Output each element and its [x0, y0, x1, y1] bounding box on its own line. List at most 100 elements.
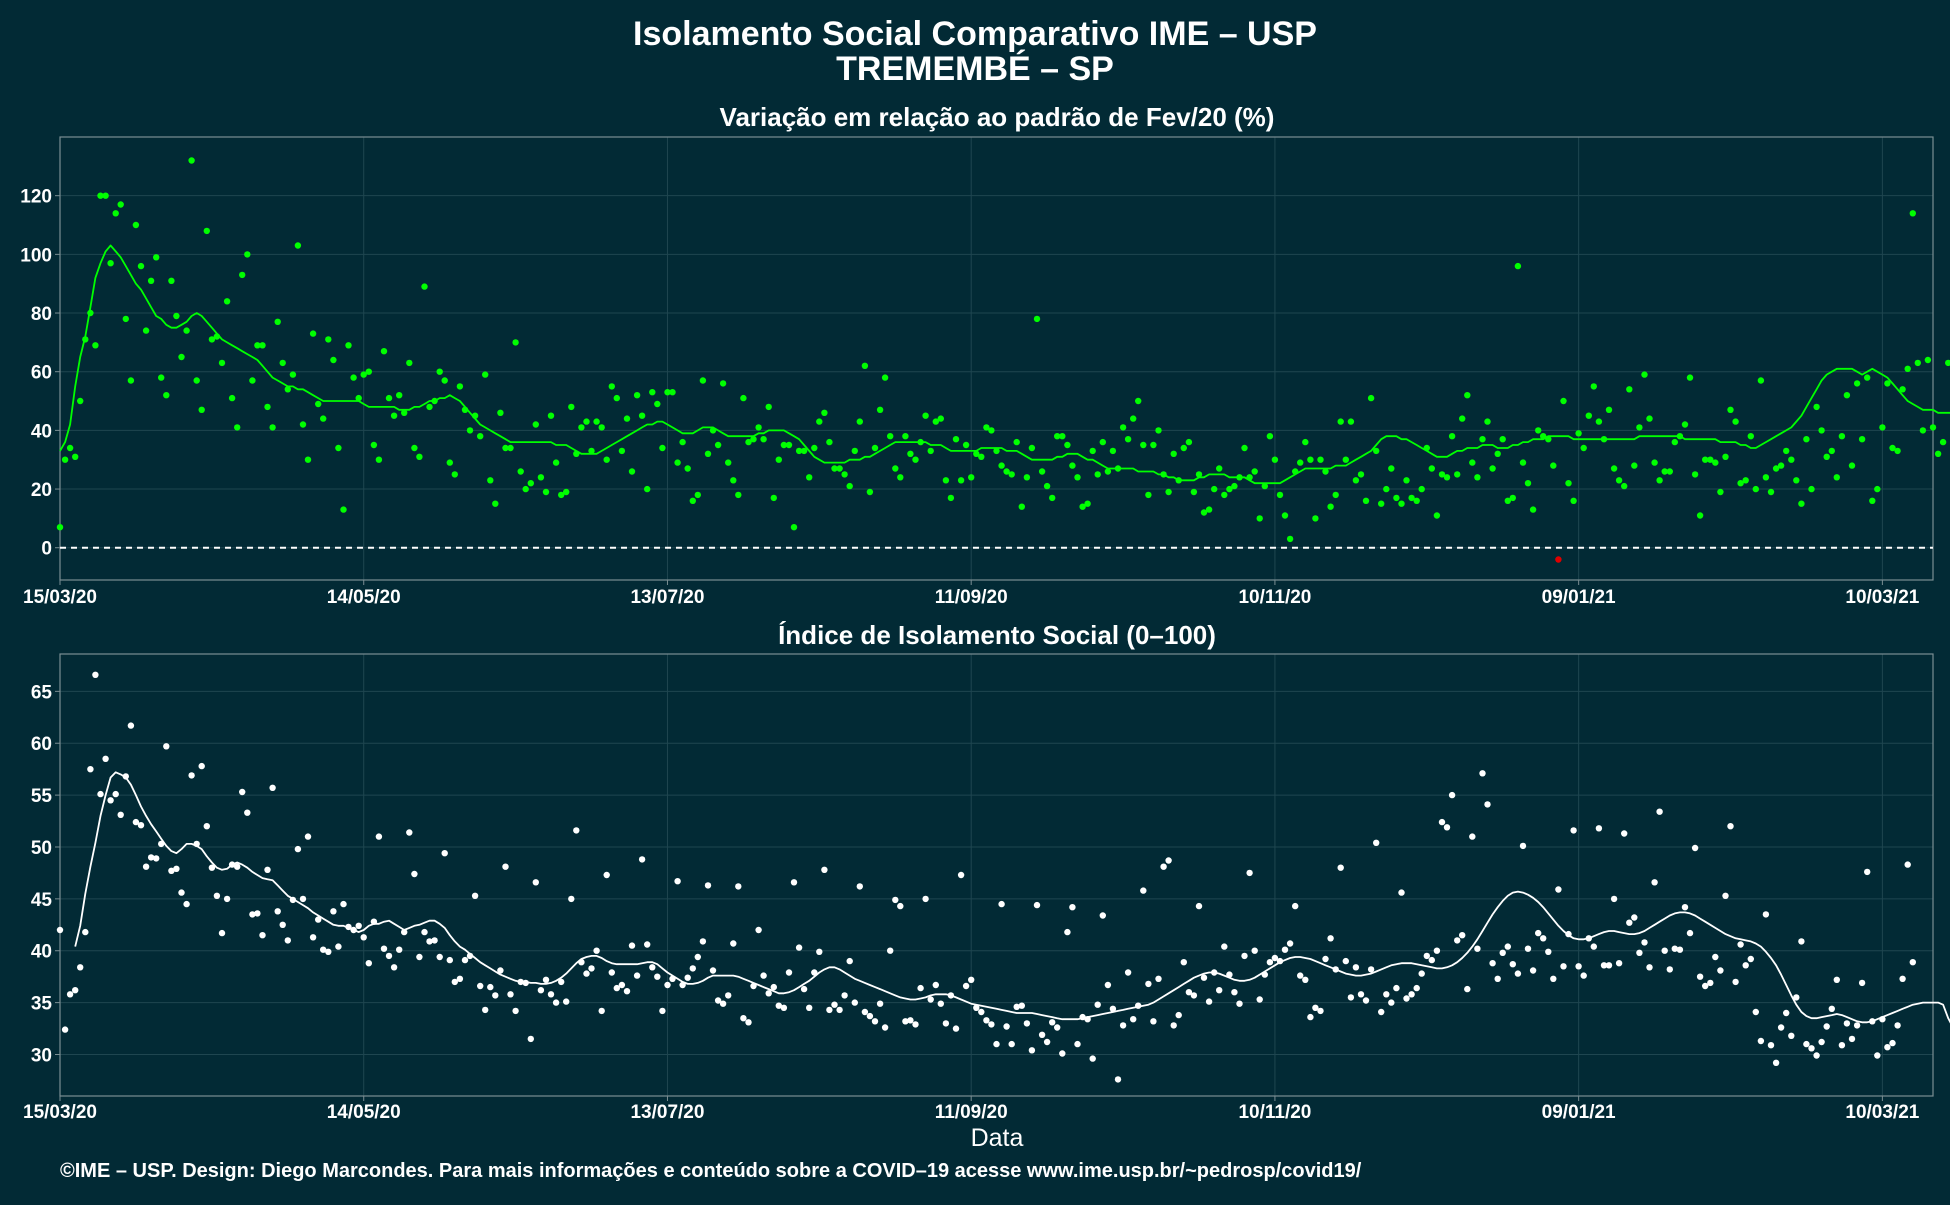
- data-point: [294, 845, 302, 853]
- data-point: [887, 947, 894, 954]
- data-point: [218, 359, 226, 367]
- data-point: [401, 928, 408, 936]
- data-point: [1256, 515, 1263, 522]
- data-point: [1747, 433, 1755, 440]
- data-point: [654, 400, 661, 408]
- data-point: [1109, 447, 1117, 455]
- data-point: [482, 1006, 489, 1014]
- data-point: [1600, 962, 1608, 969]
- data-point: [851, 999, 858, 1006]
- data-point: [1772, 465, 1780, 472]
- y-tick-label: 120: [20, 187, 52, 208]
- data-point: [406, 829, 413, 836]
- data-point: [547, 412, 555, 419]
- data-point: [537, 987, 545, 994]
- data-point: [725, 992, 732, 999]
- grid-lines: [59, 654, 1933, 1096]
- data-point: [1484, 801, 1491, 808]
- data-point: [375, 456, 383, 463]
- data-point: [1403, 995, 1410, 1002]
- data-point: [1155, 975, 1162, 982]
- data-point: [117, 811, 124, 818]
- y-tick-label: 30: [31, 1045, 52, 1066]
- data-point: [370, 441, 378, 449]
- data-point: [335, 943, 342, 950]
- data-point: [1307, 1013, 1314, 1021]
- data-point: [1788, 456, 1795, 463]
- data-point: [1575, 430, 1582, 437]
- data-point: [1357, 471, 1365, 478]
- data-point: [1413, 984, 1420, 992]
- data-point: [1448, 433, 1456, 440]
- data-point: [1104, 468, 1112, 475]
- data-point: [558, 978, 565, 986]
- data-point: [416, 453, 423, 460]
- data-point: [1793, 477, 1800, 484]
- data-point: [1504, 497, 1512, 504]
- data-point: [1145, 491, 1152, 499]
- data-point: [1540, 935, 1547, 942]
- data-point: [203, 823, 210, 830]
- data-point: [102, 192, 109, 199]
- data-point: [1378, 1008, 1385, 1016]
- data-point: [603, 456, 610, 463]
- data-point: [1271, 456, 1279, 463]
- data-point: [446, 956, 453, 964]
- data-point: [1727, 823, 1734, 830]
- data-point: [983, 424, 990, 431]
- data-point: [760, 436, 767, 443]
- data-point: [659, 1007, 666, 1015]
- data-point: [780, 441, 788, 449]
- data-point: [289, 371, 297, 378]
- data-point: [1367, 394, 1375, 402]
- data-point: [1448, 791, 1456, 799]
- data-point: [1322, 955, 1329, 963]
- data-point: [1727, 406, 1734, 413]
- data-point: [1438, 818, 1446, 826]
- data-point: [137, 262, 145, 270]
- data-point: [365, 368, 372, 375]
- data-point: [871, 1018, 879, 1025]
- data-point: [1864, 374, 1871, 381]
- data-point: [1140, 441, 1147, 449]
- data-point: [578, 424, 585, 431]
- data-point: [1170, 450, 1177, 457]
- data-point: [1838, 1042, 1846, 1049]
- data-point: [1064, 441, 1071, 449]
- data-point: [178, 353, 185, 361]
- data-point: [477, 433, 484, 440]
- data-point: [1737, 480, 1744, 487]
- data-point: [821, 409, 828, 416]
- data-point: [1560, 397, 1567, 405]
- data-point: [866, 1012, 874, 1020]
- data-point: [583, 970, 590, 977]
- data-point: [740, 1015, 747, 1022]
- data-point: [1049, 494, 1056, 502]
- data-point: [1864, 868, 1871, 876]
- data-point: [962, 441, 970, 449]
- data-point: [1681, 904, 1689, 911]
- data-point: [1388, 999, 1395, 1006]
- data-point: [1666, 468, 1674, 475]
- x-tick-label: 09/01/21: [1542, 1102, 1616, 1123]
- data-point: [1691, 471, 1699, 478]
- data-point: [390, 412, 398, 419]
- data-point: [411, 444, 418, 452]
- moving-average-line: [74, 771, 1950, 1024]
- data-point: [649, 964, 656, 971]
- data-point: [1793, 994, 1800, 1001]
- data-point: [1631, 914, 1638, 921]
- data-point: [1286, 535, 1294, 543]
- data-point: [1681, 421, 1689, 428]
- data-point: [274, 318, 281, 325]
- data-point: [699, 377, 707, 384]
- data-point: [365, 960, 372, 967]
- data-point: [153, 855, 160, 862]
- data-point: [856, 418, 863, 425]
- data-point: [325, 948, 332, 955]
- data-point: [1686, 374, 1694, 381]
- data-point: [426, 938, 433, 945]
- data-point: [1033, 315, 1041, 323]
- data-point: [633, 392, 641, 399]
- data-point: [259, 342, 266, 349]
